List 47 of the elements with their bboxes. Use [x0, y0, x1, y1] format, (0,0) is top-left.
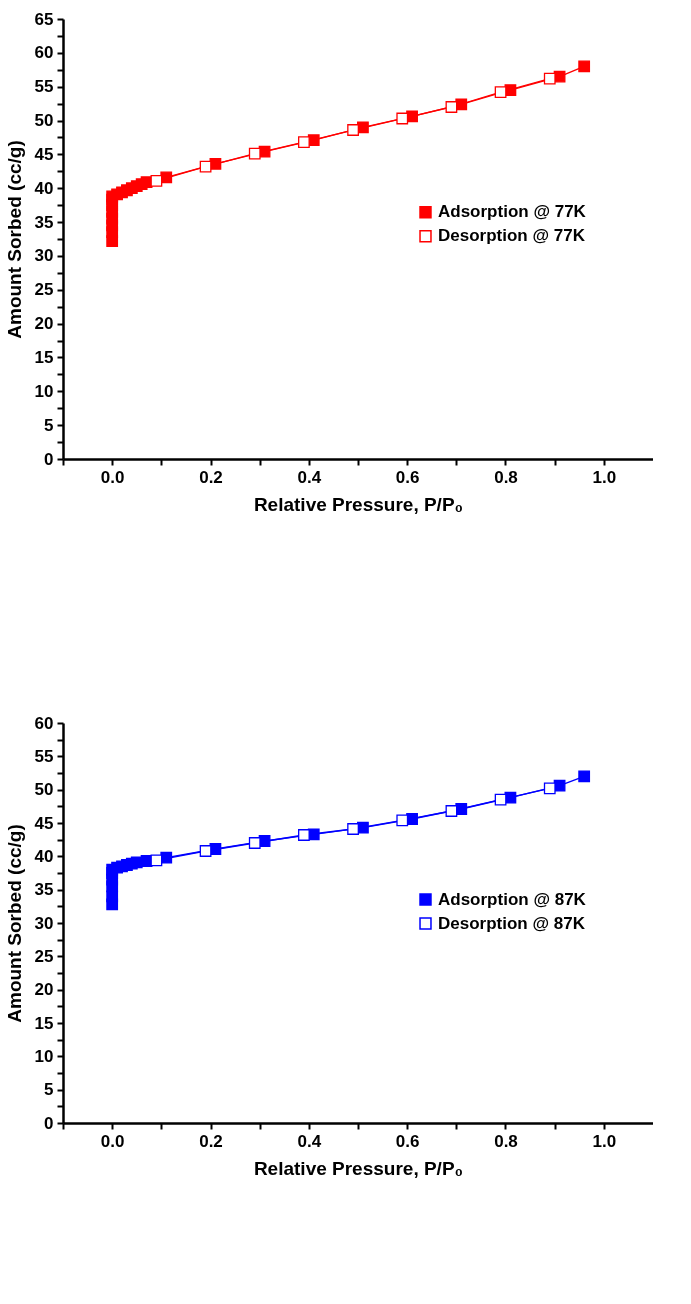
y-tick-label: 0	[44, 1113, 54, 1133]
y-tick-label: 35	[34, 212, 54, 232]
legend-label: Desorption @ 87K	[438, 913, 586, 933]
y-tick-label: 65	[34, 9, 54, 29]
x-tick-label: 0.8	[494, 467, 518, 487]
y-tick-label: 60	[34, 713, 54, 733]
y-tick-label: 55	[34, 77, 54, 97]
y-tick-label: 15	[34, 347, 54, 367]
y-tick-label: 45	[34, 813, 54, 833]
y-tick-label: 50	[34, 111, 54, 131]
x-tick-label: 0.2	[199, 467, 223, 487]
x-tick-label: 0.4	[297, 467, 322, 487]
y-tick-label: 55	[34, 746, 54, 766]
legend-label: Adsorption @ 77K	[438, 202, 587, 222]
y-tick-label: 20	[34, 314, 54, 334]
x-axis-title: Relative Pressure, P/P₀	[253, 1157, 464, 1179]
y-tick-label: 40	[34, 846, 54, 866]
y-tick-label: 25	[34, 280, 54, 300]
y-tick-label: 0	[44, 449, 54, 469]
y-tick-label: 10	[34, 381, 54, 401]
x-tick-label: 0.6	[395, 467, 420, 487]
x-tick-label: 0.8	[494, 1131, 518, 1151]
y-tick-label: 40	[34, 178, 54, 198]
x-tick-label: 1.0	[592, 467, 617, 487]
x-tick-label: 0.0	[100, 467, 125, 487]
x-tick-label: 0.6	[395, 1131, 420, 1151]
legend-label: Adsorption @ 87K	[438, 889, 587, 909]
y-tick-label: 25	[34, 946, 54, 966]
x-tick-label: 1.0	[592, 1131, 617, 1151]
y-tick-label: 50	[34, 780, 54, 800]
y-tick-label: 15	[34, 1013, 54, 1033]
y-axis-title: Amount Sorbed (cc/g)	[3, 140, 25, 339]
legend-label: Desorption @ 77K	[438, 226, 586, 246]
x-tick-label: 0.0	[100, 1131, 125, 1151]
y-tick-label: 20	[34, 980, 54, 1000]
y-axis-title: Amount Sorbed (cc/g)	[3, 824, 25, 1023]
y-tick-label: 45	[34, 144, 54, 164]
y-tick-label: 60	[34, 43, 54, 63]
x-axis-title: Relative Pressure, P/P₀	[253, 493, 464, 515]
y-tick-label: 5	[44, 415, 54, 435]
y-tick-label: 5	[44, 1080, 54, 1100]
y-tick-label: 30	[34, 913, 54, 933]
y-tick-label: 35	[34, 880, 54, 900]
x-tick-label: 0.2	[199, 1131, 223, 1151]
x-tick-label: 0.4	[297, 1131, 322, 1151]
y-tick-label: 30	[34, 246, 54, 266]
y-tick-label: 10	[34, 1046, 54, 1066]
